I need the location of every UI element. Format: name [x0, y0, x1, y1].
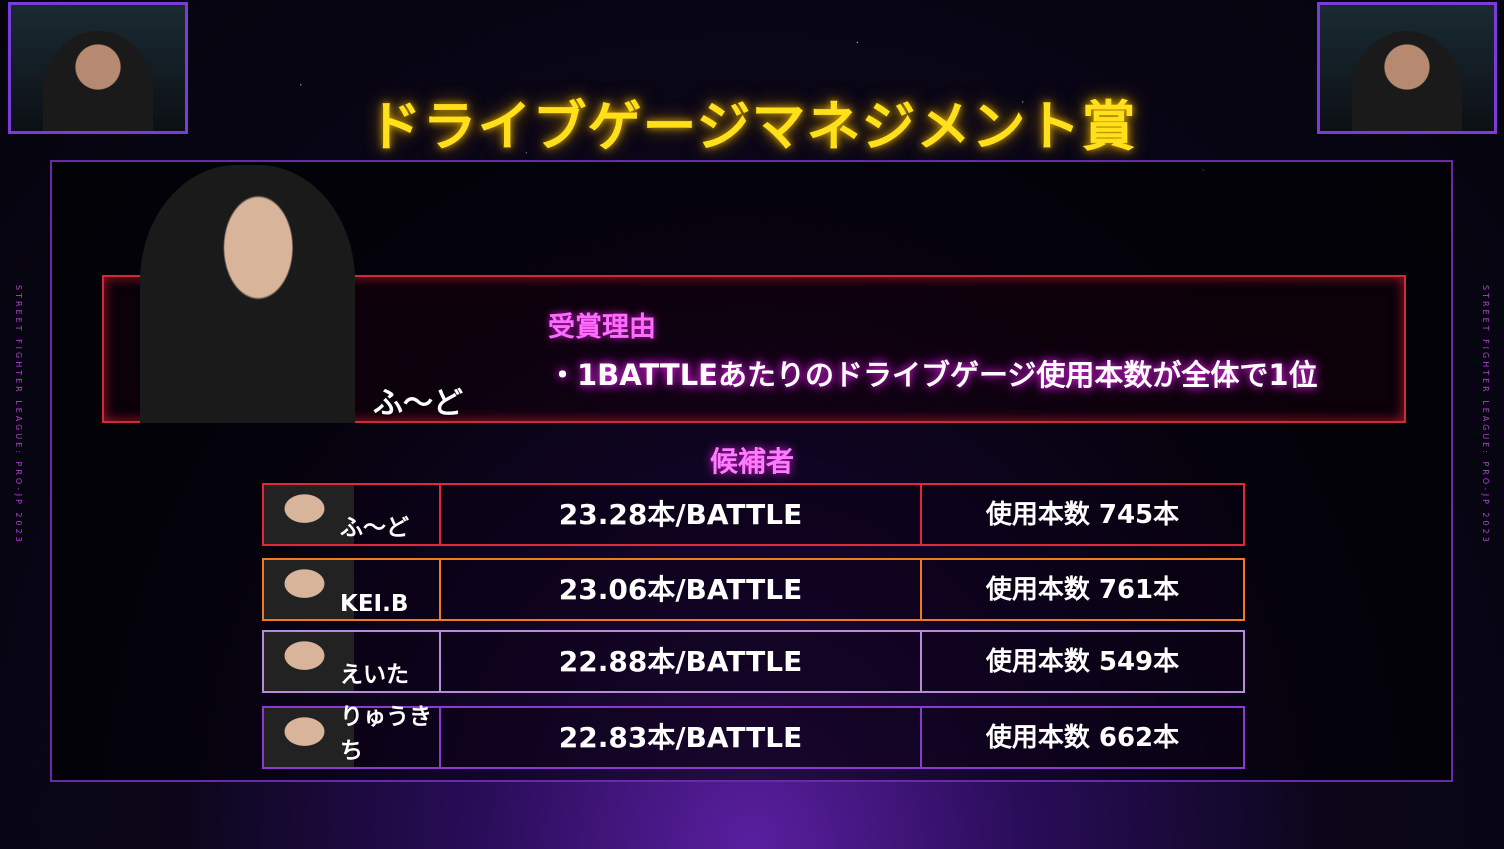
candidate-rate: 22.83本/BATTLE	[441, 708, 922, 767]
candidate-used-count: 使用本数 761本	[985, 575, 1180, 605]
candidate-row: ふ〜ど 23.28本/BATTLE 使用本数 745本	[262, 483, 1245, 546]
winner-portrait	[140, 165, 355, 423]
candidates-heading: 候補者	[709, 445, 794, 478]
side-watermark-left: STREET FIGHTER LEAGUE: PRO-JP 2023	[14, 285, 23, 545]
commentator-video	[43, 31, 153, 131]
side-watermark-right: STREET FIGHTER LEAGUE: PRO-JP 2023	[1481, 285, 1490, 545]
candidate-row: えいた 22.88本/BATTLE 使用本数 549本	[262, 630, 1245, 693]
candidate-used-count: 使用本数 745本	[985, 500, 1180, 530]
webcam-right	[1317, 2, 1497, 134]
reason-heading: 受賞理由	[548, 312, 656, 343]
candidate-name: りゅうきち	[340, 704, 441, 767]
candidate-photo	[264, 632, 354, 691]
candidate-photo	[264, 708, 354, 767]
candidate-used-count: 使用本数 549本	[985, 647, 1180, 677]
candidate-rate: 23.06本/BATTLE	[441, 560, 922, 619]
candidate-rate: 23.28本/BATTLE	[441, 485, 922, 544]
candidate-rate: 22.88本/BATTLE	[441, 632, 922, 691]
winner-name: ふ〜ど	[373, 386, 463, 421]
candidate-photo	[264, 560, 354, 619]
candidate-row: KEI.B 23.06本/BATTLE 使用本数 761本	[262, 558, 1245, 621]
candidate-photo	[264, 485, 354, 544]
candidate-name: えいた	[340, 632, 441, 691]
candidate-row: りゅうきち 22.83本/BATTLE 使用本数 662本	[262, 704, 1245, 769]
candidate-name: ふ〜ど	[340, 485, 441, 544]
candidate-name: KEI.B	[340, 560, 441, 619]
reason-text: ・1BATTLEあたりのドライブゲージ使用本数が全体で1位	[548, 358, 1318, 392]
webcam-left	[8, 2, 188, 134]
award-title: ドライブゲージマネジメント賞	[367, 95, 1137, 158]
commentator-video	[1352, 31, 1462, 131]
candidate-used-count: 使用本数 662本	[985, 723, 1180, 753]
